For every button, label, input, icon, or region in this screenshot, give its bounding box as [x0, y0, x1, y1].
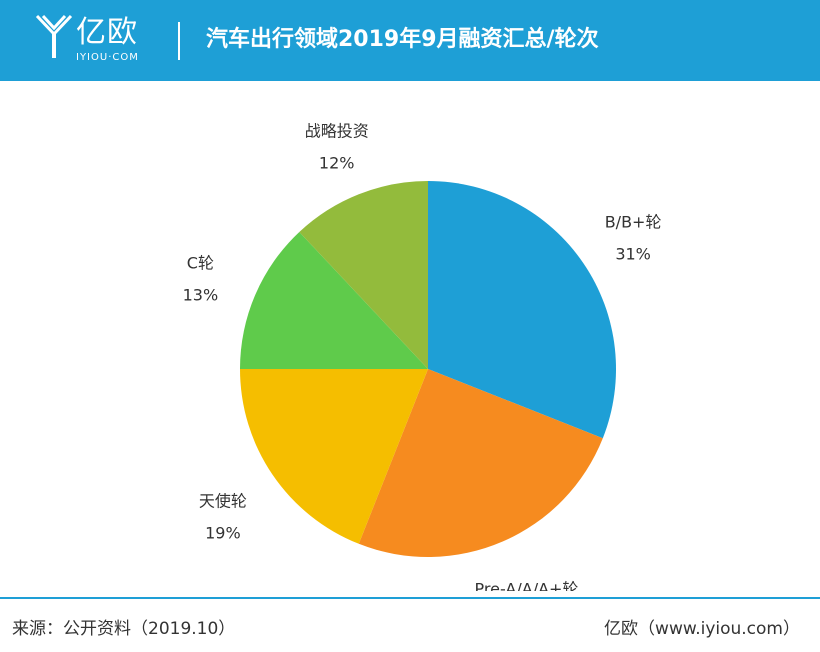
- slice-label-0: B/B+轮: [605, 213, 662, 232]
- chart-title: 汽车出行领域2019年9月融资汇总/轮次: [206, 27, 599, 52]
- logo-subtext: IYIOU·COM: [76, 52, 139, 63]
- slice-label-2: 天使轮: [199, 491, 247, 510]
- pie-slice-0: [428, 181, 617, 439]
- source-note: 来源：公开资料（2019.10）: [12, 619, 236, 639]
- pie-slice-4: [299, 181, 428, 369]
- slice-label-3: C轮: [187, 254, 214, 273]
- slice-label-4: 战略投资: [305, 121, 369, 140]
- logo-mark-icon: [35, 14, 73, 58]
- slice-value-label-2: 19%: [205, 523, 241, 542]
- pie-slice-2: [240, 369, 428, 544]
- logo-text: 亿欧: [76, 15, 138, 50]
- slice-value-label-0: 31%: [615, 245, 651, 264]
- header-divider: [178, 22, 180, 60]
- footer-divider: [0, 597, 820, 599]
- pie-slice-3: [240, 231, 428, 369]
- header-bar: 亿欧 IYIOU·COM 汽车出行领域2019年9月融资汇总/轮次: [0, 0, 820, 81]
- pie-slice-1: [358, 369, 603, 558]
- brand-note: 亿欧（www.iyiou.com）: [604, 619, 800, 639]
- slice-value-label-3: 13%: [183, 286, 219, 305]
- logo: 亿欧 IYIOU·COM: [34, 14, 184, 70]
- slice-label-1: Pre-A/A/A+轮: [475, 580, 579, 591]
- slice-value-label-4: 12%: [319, 153, 355, 172]
